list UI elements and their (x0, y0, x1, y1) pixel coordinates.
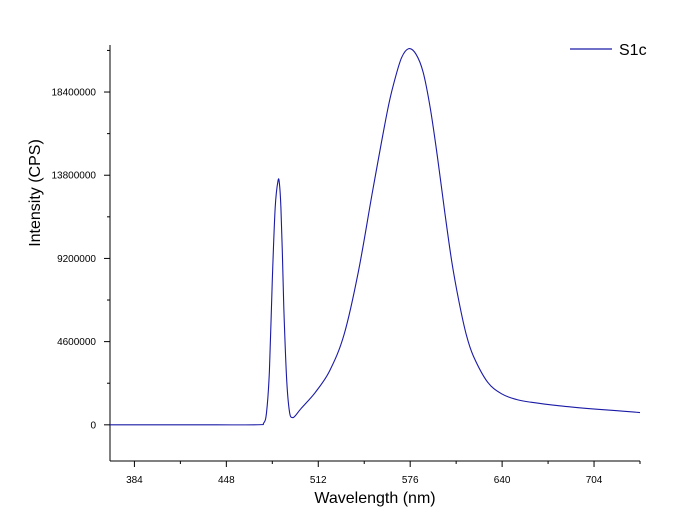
x-tick-label: 640 (494, 475, 511, 486)
y-tick-label: 18400000 (52, 88, 97, 99)
legend: S1c (570, 42, 647, 59)
x-tick-label: 448 (218, 475, 235, 486)
x-tick-label: 576 (402, 475, 419, 486)
series-line-s1c (110, 47, 641, 426)
legend-label-s1c: S1c (619, 42, 647, 59)
x-tick-label: 384 (126, 475, 143, 486)
y-tick-label: 4600000 (57, 337, 96, 348)
x-tick-label: 512 (310, 475, 327, 486)
y-axis-title: Intensity (CPS) (27, 139, 44, 247)
y-tick-label: 9200000 (57, 254, 96, 265)
y-axis: 0 4600000 9200000 13800000 18400000 (52, 45, 111, 461)
series-layer (110, 47, 641, 426)
x-axis: 384 448 512 576 640 704 (110, 460, 641, 486)
x-tick-label: 704 (586, 475, 603, 486)
x-axis-title: Wavelength (nm) (314, 490, 435, 507)
y-tick-label: 0 (90, 420, 96, 431)
y-tick-label: 13800000 (52, 171, 97, 182)
